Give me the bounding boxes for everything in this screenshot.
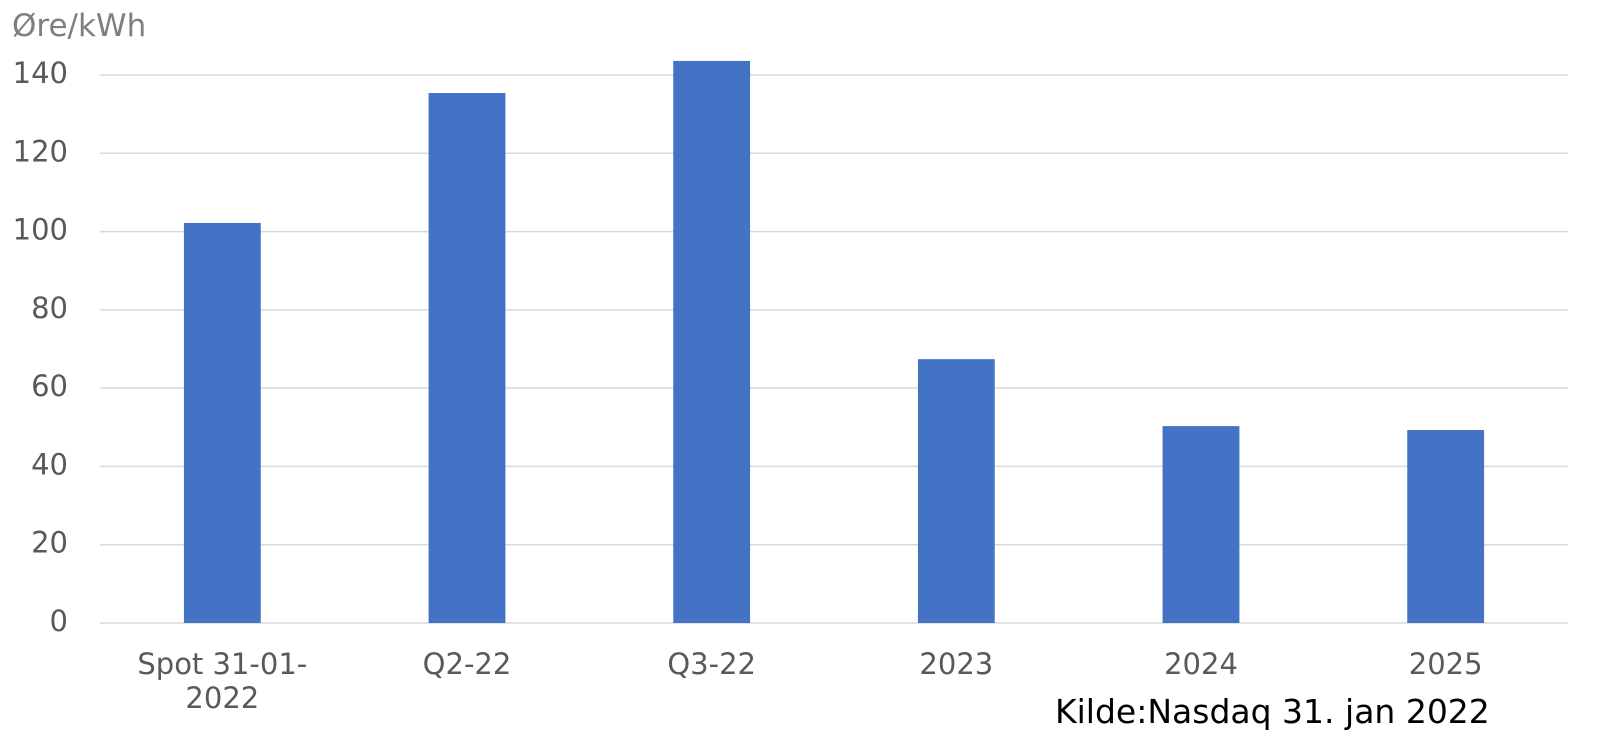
y-tick-label: 100 (13, 213, 68, 247)
bar (1407, 430, 1485, 623)
bar (917, 359, 995, 623)
y-axis-label: Øre/kWh (12, 8, 147, 44)
y-tick-label: 140 (13, 56, 68, 90)
x-tick-label: Q3-22 (667, 647, 756, 681)
y-tick-label: 40 (31, 447, 68, 481)
bar (183, 222, 261, 623)
bar (673, 60, 751, 624)
bar (428, 93, 506, 623)
y-tick-label: 0 (50, 604, 68, 638)
y-tick-label: 120 (13, 134, 68, 168)
x-tick-label: 2025 (1408, 647, 1483, 681)
y-tick-label: 60 (31, 369, 68, 403)
bar (1162, 426, 1240, 623)
x-tick-label: Spot 31-01-2022 (137, 647, 308, 715)
x-tick-label: Q2-22 (422, 647, 512, 681)
x-tick-label: 2024 (1164, 647, 1238, 681)
y-tick-label: 80 (31, 291, 68, 325)
y-tick-label: 20 (31, 526, 68, 560)
x-tick-label: 2023 (919, 647, 994, 681)
annotation: Kilde:Nasdaq 31. jan 2022 (1055, 692, 1490, 731)
